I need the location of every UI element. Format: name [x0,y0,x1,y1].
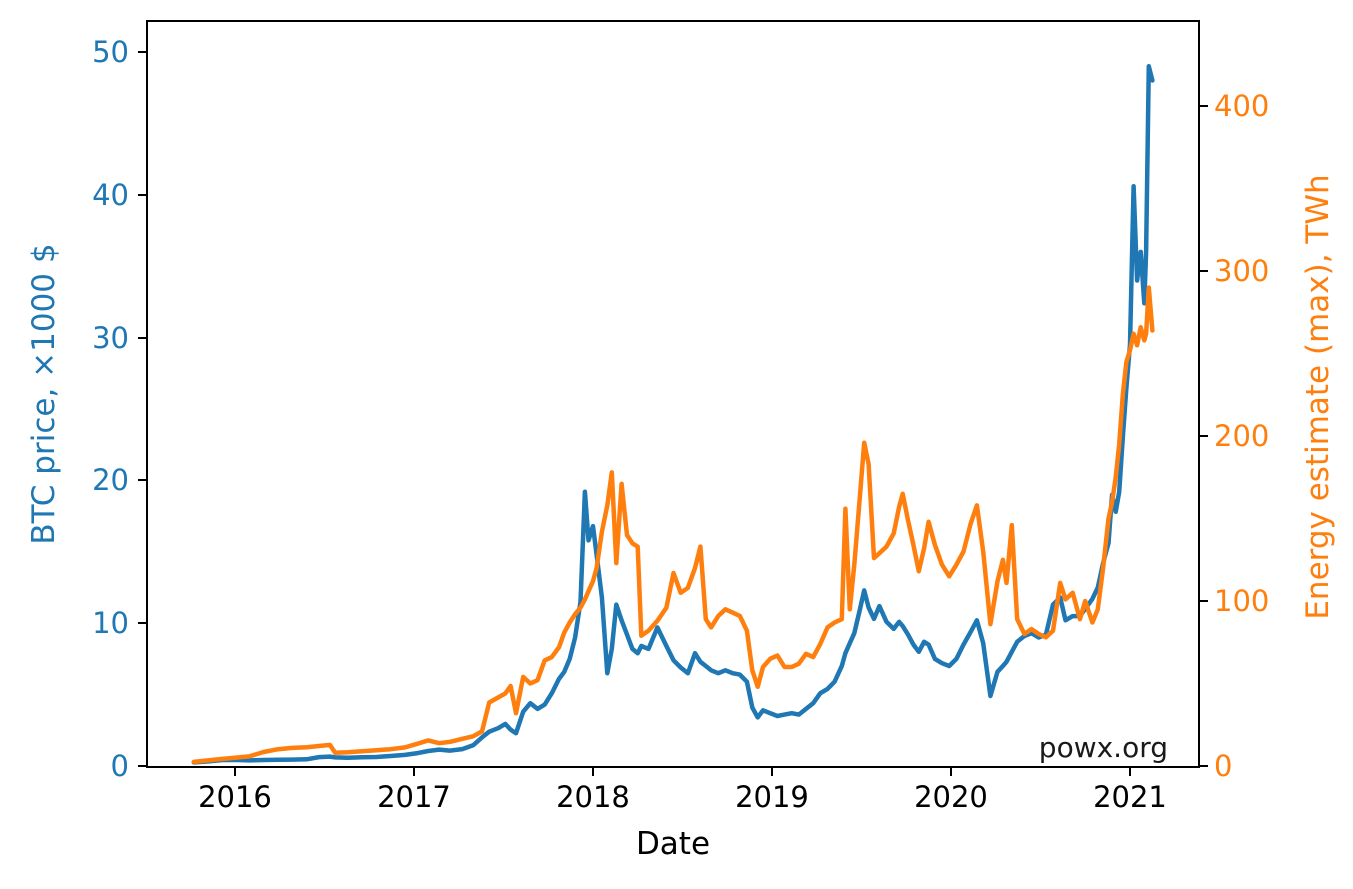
x-tick-label: 2017 [377,780,451,814]
x-tick-mark [949,766,952,776]
x-tick-label: 2018 [556,780,630,814]
left-y-tick-mark [138,336,148,339]
plot-area [146,20,1200,768]
left-y-tick-mark [138,50,148,53]
left-y-tick-label: 10 [92,606,129,641]
right-y-tick-label: 100 [1214,584,1270,619]
left-y-axis-label: BTC price, ×1000 $ [26,243,62,545]
left-y-tick-label: 40 [92,177,129,212]
left-y-tick-label: 30 [92,320,129,355]
right-y-tick-label: 400 [1214,89,1270,124]
right-y-tick-mark [1198,765,1208,767]
right-y-tick-label: 200 [1214,419,1270,454]
right-y-tick-mark [1198,600,1208,603]
left-y-tick-mark [138,622,148,625]
left-y-tick-mark [138,479,148,482]
x-tick-mark [591,766,594,776]
left-y-tick-mark [138,765,148,767]
btc-price-line [191,64,1155,765]
x-axis-label: Date [635,826,711,862]
left-y-tick-label: 20 [92,463,129,498]
right-y-tick-mark [1198,105,1208,108]
right-y-tick-label: 300 [1214,254,1270,289]
x-tick-mark [1128,766,1131,776]
x-tick-mark [412,766,415,776]
energy-line [191,285,1155,765]
left-y-tick-label: 50 [92,34,129,69]
x-tick-label: 2020 [914,780,988,814]
x-tick-mark [770,766,773,776]
x-tick-label: 2021 [1093,780,1167,814]
right-y-axis-label: Energy estimate (max), TWh [1300,174,1336,620]
left-y-tick-mark [138,193,148,196]
x-tick-label: 2019 [735,780,809,814]
x-tick-label: 2016 [198,780,272,814]
x-tick-mark [233,766,236,776]
left-y-tick-label: 0 [110,749,129,783]
watermark-annotation: powx.org [1038,731,1168,764]
chart-canvas [191,64,1155,765]
right-y-tick-label: 0 [1214,749,1233,783]
right-y-tick-mark [1198,270,1208,273]
right-y-tick-mark [1198,435,1208,438]
